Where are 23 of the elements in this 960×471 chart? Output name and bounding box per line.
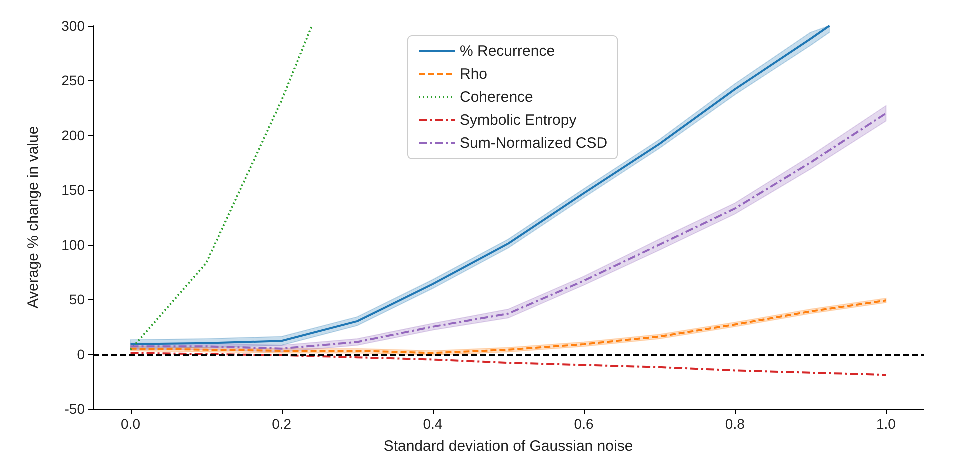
y-tick-label: 100 — [62, 236, 86, 253]
line-series — [130, 352, 888, 376]
y-tick-label: 200 — [62, 127, 86, 144]
x-tick-label: 1.0 — [876, 416, 896, 432]
x-tick-label: 0.4 — [423, 416, 443, 432]
x-tick-label: 0.0 — [121, 416, 141, 432]
legend-label: Rho — [460, 66, 488, 83]
y-tick-label: 250 — [62, 72, 86, 89]
y-axis-title: Average % change in value — [25, 126, 42, 309]
y-tick-label: -50 — [64, 401, 86, 417]
legend-label: Sum-Normalized CSD — [460, 135, 608, 152]
x-tick-label: 0.6 — [574, 416, 594, 432]
legend-label: Symbolic Entropy — [460, 112, 578, 129]
legend-label: Coherence — [460, 89, 534, 106]
x-axis-title: Standard deviation of Gaussian noise — [384, 438, 634, 455]
y-tick-label: 0 — [77, 346, 86, 362]
legend-label: % Recurrence — [460, 43, 556, 60]
y-tick-label: 300 — [62, 18, 86, 34]
y-tick-label: 50 — [69, 292, 86, 308]
x-tick-label: 0.2 — [272, 416, 292, 432]
y-tick-label: 150 — [62, 182, 86, 198]
line-series — [130, 25, 314, 351]
x-tick-label: 0.8 — [725, 416, 746, 432]
